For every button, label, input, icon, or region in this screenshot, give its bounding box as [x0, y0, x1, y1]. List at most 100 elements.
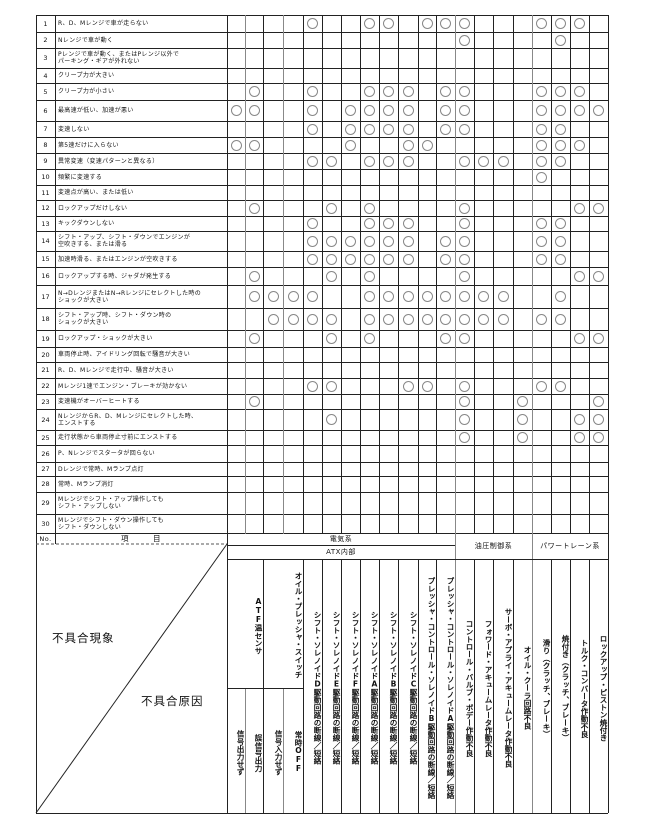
- circle-mark-icon: [536, 313, 547, 325]
- cause-label: 不具合原因: [141, 694, 204, 708]
- circle-mark-icon: [307, 155, 318, 167]
- circle-mark-icon: [421, 380, 433, 392]
- column-sub-label: 信号入力せず: [274, 729, 283, 776]
- header-background: [533, 534, 608, 559]
- row-number: 19: [41, 334, 50, 343]
- header-item-label: 項 目: [121, 534, 161, 543]
- column-group-atf-sensor: ATF温センサ: [254, 596, 263, 655]
- circle-mark-icon: [574, 202, 585, 214]
- circle-mark-icon: [555, 291, 566, 302]
- circle-mark-icon: [267, 291, 279, 302]
- circle-mark-icon: [497, 291, 509, 302]
- circle-mark-icon: [383, 123, 394, 135]
- circle-mark-icon: [574, 86, 585, 97]
- circle-mark-icon: [287, 313, 299, 325]
- column-divider: [398, 15, 399, 813]
- diagonal-divider: [35, 543, 228, 814]
- row-symptom-text: 変速点が高い、または低い: [58, 189, 134, 196]
- row-symptom-text: ロックアップする時、ジャダが発生する: [58, 272, 172, 280]
- circle-mark-icon: [440, 291, 451, 302]
- row-symptom-text: 常時、Mランプ消灯: [58, 480, 114, 488]
- circle-mark-icon: [326, 380, 337, 392]
- circle-mark-icon: [307, 313, 318, 325]
- row-symptom-text: クリープ力が大きい: [58, 72, 115, 79]
- circle-mark-icon: [574, 432, 585, 443]
- circle-mark-icon: [459, 291, 470, 302]
- row-symptom-text: 頻繁に変速する: [58, 173, 103, 181]
- circle-mark-icon: [555, 235, 566, 247]
- circle-mark-icon: [574, 105, 585, 116]
- circle-mark-icon: [555, 218, 566, 229]
- circle-mark-icon: [555, 123, 566, 135]
- column-divider: [493, 15, 494, 813]
- row-symptom-text: ロックアップ・ショックが大きい: [58, 335, 153, 342]
- row-number: 20: [41, 350, 50, 359]
- row-symptom-text: NレンジからR、D、Mレンジにセレクトした時、 エンストする: [58, 412, 198, 427]
- circle-mark-icon: [248, 291, 260, 302]
- row-symptom-text: P、Nレンジでスタータが回らない: [58, 450, 155, 457]
- column-cause-label: サーボ・アプライ・アキュームレータ作動不良: [504, 608, 513, 768]
- circle-mark-icon: [574, 18, 585, 29]
- column-cause-label: シフト・ソレノイドF駆動回路の断線／短絡: [351, 611, 360, 765]
- circle-mark-icon: [440, 313, 451, 325]
- group-hydraulic-control: 油圧制御系: [474, 542, 513, 550]
- circle-mark-icon: [383, 18, 394, 29]
- row-symptom-text: 加速時滑る、またはエンジンが空吹きする: [58, 255, 178, 263]
- table-border-left: [36, 15, 37, 813]
- row-number: 7: [43, 125, 48, 133]
- circle-mark-icon: [383, 218, 394, 229]
- circle-mark-icon: [307, 253, 318, 265]
- column-divider: [341, 15, 342, 813]
- circle-mark-icon: [307, 86, 318, 97]
- row-number: 26: [41, 449, 50, 458]
- row-number: 25: [41, 433, 50, 442]
- row-symptom-text: シフト・アップ時、シフト・ダウン時の ショックが大きい: [58, 312, 172, 326]
- circle-mark-icon: [593, 432, 604, 443]
- circle-mark-icon: [459, 155, 470, 167]
- circle-mark-icon: [307, 123, 318, 135]
- circle-mark-icon: [326, 253, 337, 265]
- column-divider: [551, 15, 552, 813]
- circle-mark-icon: [364, 18, 375, 29]
- row-number: 21: [41, 366, 50, 374]
- circle-mark-icon: [459, 432, 470, 443]
- no-column-divider: [55, 15, 56, 544]
- symptom-label: 不具合現象: [52, 631, 115, 645]
- row-number: 15: [41, 255, 50, 263]
- column-divider: [303, 15, 304, 813]
- circle-mark-icon: [364, 270, 375, 282]
- row-number: 30: [41, 519, 50, 528]
- circle-mark-icon: [440, 253, 451, 265]
- row-number: 6: [43, 106, 48, 115]
- row-number: 1: [43, 19, 48, 28]
- row-symptom-text: シフト・アップ、シフト・ダウンでエンジンが 空吹きする、または滑る: [58, 234, 191, 248]
- row-number: 29: [41, 499, 50, 507]
- row-symptom-text: Pレンジで車が動く、またはPレンジ以外で パーキング・ギアが外れない: [58, 51, 180, 65]
- circle-mark-icon: [345, 123, 356, 135]
- circle-mark-icon: [459, 202, 470, 214]
- row-number: 10: [41, 173, 50, 181]
- column-cause-label: フォワード・アキュームレータ作動不良: [484, 619, 493, 757]
- circle-mark-icon: [459, 333, 470, 344]
- row-symptom-text: キックダウンしない: [58, 220, 115, 227]
- row-number: 14: [41, 237, 50, 245]
- circle-mark-icon: [307, 218, 318, 229]
- column-cause-label: オイル・クーラ回路不良: [523, 646, 532, 730]
- circle-mark-icon: [421, 313, 433, 325]
- row-number: 27: [41, 465, 50, 473]
- column-divider: [608, 15, 609, 813]
- row-number: 2: [43, 36, 48, 44]
- column-divider: [263, 15, 264, 813]
- circle-mark-icon: [574, 139, 585, 151]
- circle-mark-icon: [555, 139, 566, 151]
- circle-mark-icon: [555, 155, 566, 167]
- circle-mark-icon: [555, 86, 566, 97]
- row-number: 24: [41, 415, 50, 424]
- row-symptom-text: R、D、Mレンジで車が走らない: [58, 20, 149, 27]
- circle-mark-icon: [536, 218, 547, 229]
- circle-mark-icon: [383, 313, 394, 325]
- circle-mark-icon: [593, 202, 604, 214]
- column-cause-label: シフト・ソレノイドE駆動回路の断線／短絡: [332, 611, 341, 765]
- column-divider: [379, 15, 380, 813]
